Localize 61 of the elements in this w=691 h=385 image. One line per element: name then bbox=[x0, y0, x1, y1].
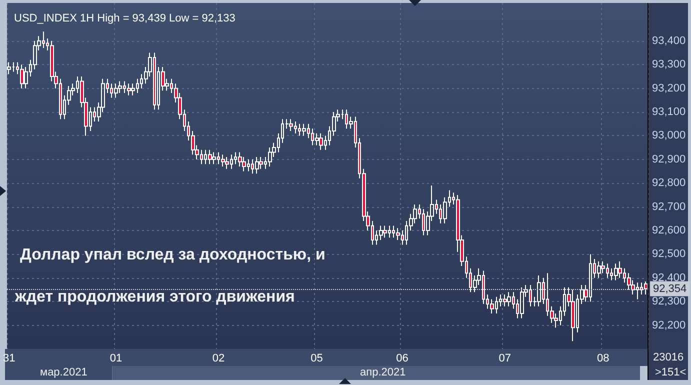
candlestick bbox=[644, 280, 648, 295]
x-tick-label: 02 bbox=[212, 352, 225, 364]
x-tick-label: 07 bbox=[498, 352, 511, 364]
candlestick bbox=[127, 83, 131, 96]
y-tick-label: 92,600 bbox=[652, 224, 686, 237]
x-tick-label: 05 bbox=[310, 352, 323, 364]
candlestick bbox=[208, 149, 212, 165]
candlestick bbox=[20, 64, 24, 89]
y-tick-label: 93,400 bbox=[652, 34, 686, 47]
x-tick-label: 08 bbox=[597, 352, 610, 364]
text: апр.2021 bbox=[360, 366, 406, 378]
y-tick-label: 93,200 bbox=[652, 82, 686, 94]
candlestick bbox=[242, 156, 246, 172]
candlestick bbox=[319, 132, 323, 150]
y-tick-label: 93,300 bbox=[652, 58, 686, 71]
candlestick bbox=[520, 286, 524, 319]
candlestick bbox=[396, 228, 400, 240]
text: мар.2021 bbox=[40, 366, 88, 378]
candlestick bbox=[383, 225, 387, 238]
candlestick bbox=[614, 263, 618, 281]
y-tick-label: 92,500 bbox=[652, 248, 686, 260]
y-tick-label: 92,800 bbox=[652, 177, 686, 190]
annotation: Доллар упал вслед за доходностью, и bbox=[20, 246, 326, 264]
y-tick-label: 93,100 bbox=[652, 106, 686, 118]
candlestick bbox=[212, 152, 216, 165]
candlestick bbox=[379, 225, 383, 240]
text: 23016 bbox=[653, 352, 684, 364]
candlestick bbox=[627, 272, 631, 290]
candlestick bbox=[315, 132, 319, 146]
x-tick-label: 06 bbox=[396, 352, 408, 364]
candlestick bbox=[537, 275, 541, 307]
candlestick bbox=[238, 152, 242, 168]
candlestick bbox=[268, 147, 272, 168]
y-tick-label: 92,700 bbox=[652, 200, 686, 213]
candlestick bbox=[255, 156, 259, 174]
candlestick bbox=[131, 83, 135, 96]
text: >151< bbox=[655, 366, 686, 378]
text: USD_INDEX 1H High = 93,439 Low = 92,133 bbox=[14, 12, 236, 24]
candlestick bbox=[259, 156, 263, 170]
candlestick bbox=[302, 123, 306, 136]
candlestick bbox=[490, 298, 494, 314]
y-tick-label: 92,900 bbox=[652, 153, 686, 166]
candlestick bbox=[601, 260, 605, 274]
candlestick bbox=[571, 289, 575, 342]
candlestick bbox=[221, 154, 225, 168]
x-tick-label: 01 bbox=[110, 352, 122, 364]
candlestick bbox=[597, 260, 601, 278]
candlestick bbox=[114, 83, 118, 98]
y-tick-label: 92,200 bbox=[652, 319, 686, 332]
y-tick-label: 92,400 bbox=[652, 272, 686, 284]
candlestick bbox=[289, 118, 293, 132]
candlestick bbox=[503, 294, 507, 307]
ref-line-label: 92,354 bbox=[653, 282, 687, 295]
candlestick bbox=[118, 80, 122, 94]
candlestick bbox=[225, 156, 229, 170]
candlestick bbox=[618, 260, 622, 278]
y-tick-label: 93,000 bbox=[652, 130, 686, 142]
candlestick bbox=[507, 292, 511, 307]
y-tick-label: 92,300 bbox=[652, 296, 686, 308]
annotation: ждет продолжения этого движения bbox=[14, 288, 295, 306]
candlestick bbox=[7, 62, 11, 75]
